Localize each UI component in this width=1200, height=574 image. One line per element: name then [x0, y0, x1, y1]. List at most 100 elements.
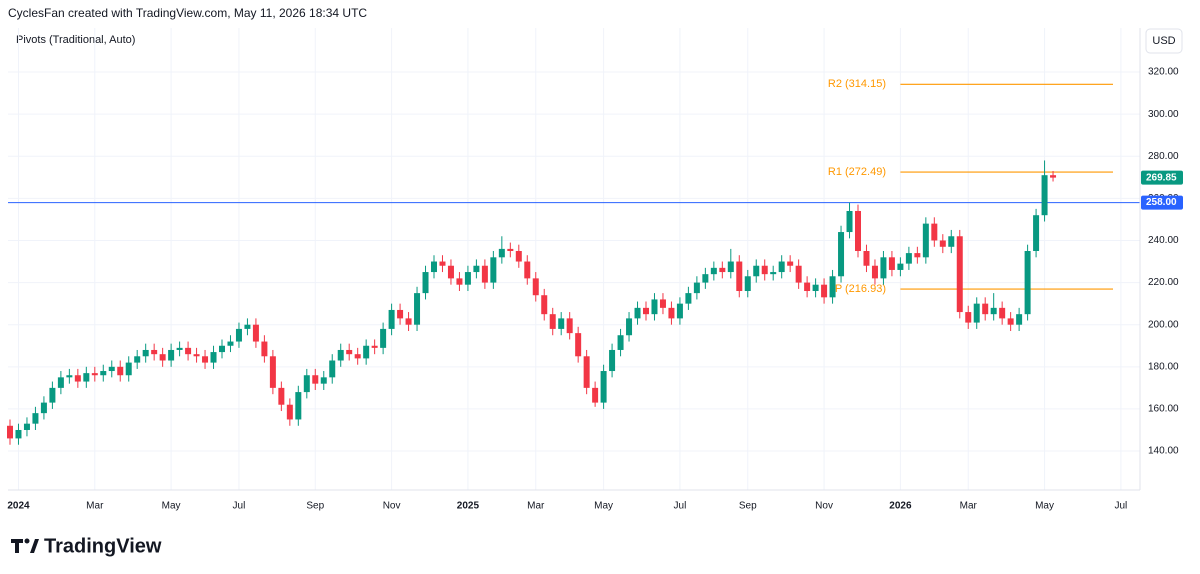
candle-body [812, 284, 819, 292]
candle-body [210, 352, 217, 363]
candle-body [57, 377, 64, 388]
candle-body [142, 349, 149, 357]
candle-body [956, 236, 963, 313]
candle-body [168, 349, 175, 361]
candle-body [74, 375, 81, 382]
candle-body [490, 257, 497, 283]
x-tick-label: Sep [739, 501, 757, 512]
candle-body [693, 282, 700, 294]
y-tick-label: 200.00 [1148, 319, 1179, 330]
x-tick-label: 2026 [889, 501, 912, 512]
last-price-label: 269.85 [1146, 172, 1177, 183]
x-tick-label: Jul [1114, 501, 1127, 512]
x-tick-label: May [1035, 501, 1054, 512]
candle-body [965, 312, 972, 323]
candle-body [643, 307, 649, 315]
currency-box[interactable] [1145, 28, 1183, 54]
candle-body [829, 276, 836, 298]
candle-body [863, 250, 870, 266]
candle-body [592, 387, 599, 403]
y-tick-label: 300.00 [1148, 109, 1179, 120]
candle-body [685, 293, 692, 304]
candle-body [982, 303, 989, 315]
candle-body [464, 272, 471, 285]
candle-body [888, 257, 895, 270]
candle-body [710, 267, 717, 275]
candle-body [558, 318, 565, 329]
candle-body [855, 210, 861, 251]
candle-body [659, 299, 666, 308]
candle-body [388, 309, 395, 329]
y-tick-label: 280.00 [1148, 151, 1179, 162]
candle-body [931, 223, 938, 241]
candle-body [447, 265, 454, 279]
pivot-label: R2 (314.15) [828, 78, 886, 90]
candle-body [295, 392, 302, 420]
candle-body [609, 349, 616, 372]
y-tick-label: 320.00 [1148, 67, 1179, 78]
x-tick-label: Jul [233, 501, 246, 512]
candle-body [32, 413, 39, 424]
candle-body [821, 284, 828, 298]
candle-body [795, 265, 802, 283]
candle-body [15, 429, 22, 439]
currency: USD [1152, 35, 1175, 47]
candle-body [651, 299, 658, 315]
candle-body [363, 345, 370, 359]
candle-body [337, 349, 344, 361]
candle-body [329, 360, 336, 378]
candle-body [151, 349, 158, 355]
candle-body [973, 303, 980, 323]
candle-body [719, 267, 726, 273]
candle-body [617, 335, 624, 350]
candle-body [66, 375, 73, 378]
candle-body [159, 354, 166, 361]
candle-body [1033, 215, 1040, 251]
candle-body [431, 261, 437, 273]
candle-body [252, 324, 259, 342]
candle-body [261, 341, 268, 357]
candle-body [7, 425, 13, 439]
candle-body [422, 272, 429, 294]
candle-body [278, 387, 285, 405]
x-tick-label: Mar [527, 501, 545, 512]
candle-body [787, 261, 794, 266]
candle-body [244, 324, 251, 329]
candle-body [541, 295, 548, 315]
candle-body [320, 377, 327, 384]
candle-body [990, 307, 997, 315]
candle-body [125, 362, 132, 376]
candle-body [744, 276, 751, 292]
candle-body [414, 293, 421, 325]
x-tick-label: May [594, 501, 613, 512]
candle-body [948, 236, 955, 247]
candle-body [668, 307, 675, 319]
candle-body [1024, 250, 1031, 315]
candle-body [846, 210, 853, 233]
candle-body [566, 318, 573, 334]
x-tick-label: 2025 [457, 501, 480, 512]
logo: TradingView [44, 535, 162, 557]
candle-body [100, 371, 107, 376]
candle-body [83, 373, 90, 382]
x-tick-label: Mar [960, 501, 978, 512]
candle-body [1007, 318, 1014, 325]
candle-body [49, 387, 56, 403]
hline-label: 258.00 [1146, 197, 1177, 208]
candle-body [23, 423, 30, 430]
candle-body [727, 261, 734, 273]
hline-tag [1141, 195, 1183, 210]
candle-body [634, 307, 641, 319]
candle-body [40, 402, 47, 414]
candle-body [439, 261, 446, 266]
x-tick-label: Nov [383, 501, 401, 512]
y-tick-label: 180.00 [1148, 361, 1179, 372]
candle-body [456, 278, 463, 285]
candle-body [91, 373, 98, 376]
candle-body [676, 303, 683, 319]
candle-body [905, 253, 912, 264]
candle-body [600, 371, 607, 403]
candle-body [778, 261, 785, 273]
candle-body [770, 272, 777, 275]
